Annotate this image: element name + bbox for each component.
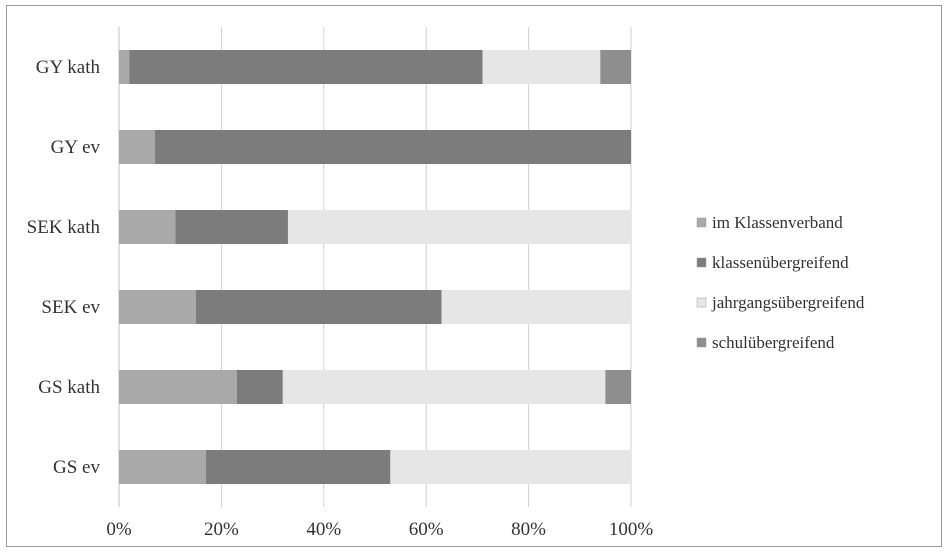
bar-segment [119, 50, 130, 84]
bar-segment [206, 450, 391, 484]
x-tick-label: 40% [306, 519, 341, 540]
bar-segment [282, 370, 606, 404]
bars [119, 50, 631, 484]
bar-segment [236, 370, 283, 404]
legend-swatch [696, 297, 707, 308]
x-tick-label: 0% [106, 519, 132, 540]
legend-swatch [696, 217, 707, 228]
category-label: GS kath [38, 377, 100, 398]
legend-label: jahrgangsübergreifend [711, 293, 865, 312]
bar-segment [175, 210, 288, 244]
bar-segment [441, 290, 631, 324]
bar-segment [154, 130, 631, 164]
legend-swatch [696, 337, 707, 348]
legend-label: im Klassenverband [712, 213, 843, 232]
bar-segment [390, 450, 631, 484]
x-tick-label: 80% [511, 519, 546, 540]
x-tick-label: 60% [409, 519, 444, 540]
gridlines [118, 27, 632, 507]
category-label: GY ev [51, 137, 101, 158]
category-label: SEK ev [41, 297, 100, 318]
bar-segment [119, 290, 196, 324]
legend-label: klassenübergreifend [712, 253, 849, 272]
bar-segment [195, 290, 442, 324]
x-tick-label: 100% [609, 519, 654, 540]
x-tick-label: 20% [204, 519, 239, 540]
bar-segment [119, 450, 207, 484]
bar-segment [119, 370, 237, 404]
bar-segment [119, 130, 155, 164]
bar-segment [129, 50, 483, 84]
category-label: GS ev [53, 457, 100, 478]
category-label: GY kath [36, 57, 101, 78]
bar-segment [600, 50, 631, 84]
category-labels: GY kath GY ev SEK kath SEK ev GS kath GS ev [27, 57, 101, 478]
bar-segment [119, 210, 176, 244]
bar-segment [482, 50, 601, 84]
category-label: SEK kath [27, 217, 101, 238]
legend: im Klassenverband klassenübergreifend jahr… [696, 213, 865, 352]
bar-segment [605, 370, 631, 404]
x-tick-labels: 0% 20% 40% 60% 80% 100% [106, 519, 653, 540]
legend-swatch [696, 257, 707, 268]
bar-segment [287, 210, 631, 244]
legend-label: schulübergreifend [712, 333, 835, 352]
